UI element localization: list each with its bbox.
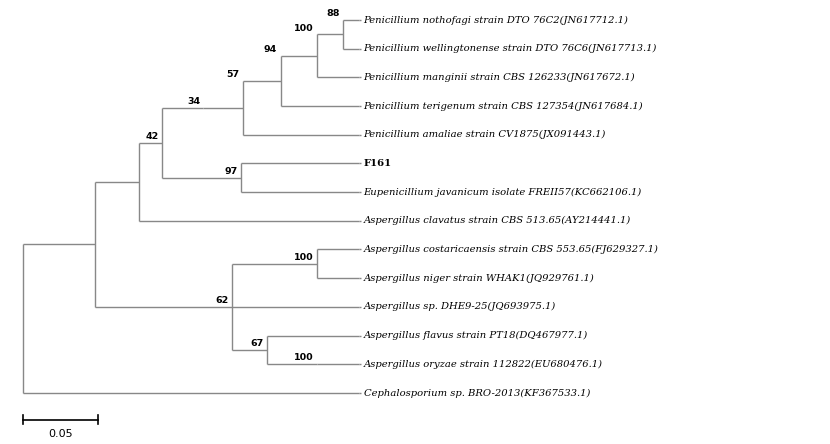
Text: Penicillium nothofagi strain DTO 76C2(JN617712.1): Penicillium nothofagi strain DTO 76C2(JN…	[364, 16, 628, 24]
Text: 94: 94	[264, 45, 277, 54]
Text: Aspergillus flavus strain PT18(DQ467977.1): Aspergillus flavus strain PT18(DQ467977.…	[364, 331, 588, 340]
Text: 88: 88	[326, 9, 339, 18]
Text: Penicillium manginii strain CBS 126233(JN617672.1): Penicillium manginii strain CBS 126233(J…	[364, 73, 635, 82]
Text: Eupenicillium javanicum isolate FREII57(KC662106.1): Eupenicillium javanicum isolate FREII57(…	[364, 187, 642, 197]
Text: F161: F161	[364, 159, 392, 168]
Text: 34: 34	[187, 97, 200, 106]
Text: Aspergillus oryzae strain 112822(EU680476.1): Aspergillus oryzae strain 112822(EU68047…	[364, 360, 603, 369]
Text: Aspergillus niger strain WHAK1(JQ929761.1): Aspergillus niger strain WHAK1(JQ929761.…	[364, 274, 594, 283]
Text: Aspergillus costaricaensis strain CBS 553.65(FJ629327.1): Aspergillus costaricaensis strain CBS 55…	[364, 245, 658, 254]
Text: 100: 100	[294, 253, 314, 262]
Text: Aspergillus sp. DHE9-25(JQ693975.1): Aspergillus sp. DHE9-25(JQ693975.1)	[364, 302, 556, 311]
Text: Penicillium amaliae strain CV1875(JX091443.1): Penicillium amaliae strain CV1875(JX0914…	[364, 130, 606, 139]
Text: Cephalosporium sp. BRO-2013(KF367533.1): Cephalosporium sp. BRO-2013(KF367533.1)	[364, 388, 590, 397]
Text: 100: 100	[294, 24, 314, 32]
Text: Penicillium wellingtonense strain DTO 76C6(JN617713.1): Penicillium wellingtonense strain DTO 76…	[364, 44, 657, 53]
Text: 42: 42	[145, 132, 159, 141]
Text: Aspergillus clavatus strain CBS 513.65(AY214441.1): Aspergillus clavatus strain CBS 513.65(A…	[364, 216, 631, 226]
Text: 67: 67	[251, 339, 264, 348]
Text: 97: 97	[224, 167, 237, 176]
Text: 100: 100	[294, 353, 314, 362]
Text: 57: 57	[227, 70, 240, 79]
Text: 62: 62	[216, 296, 229, 305]
Text: Penicillium terigenum strain CBS 127354(JN617684.1): Penicillium terigenum strain CBS 127354(…	[364, 102, 643, 111]
Text: 0.05: 0.05	[48, 429, 73, 440]
